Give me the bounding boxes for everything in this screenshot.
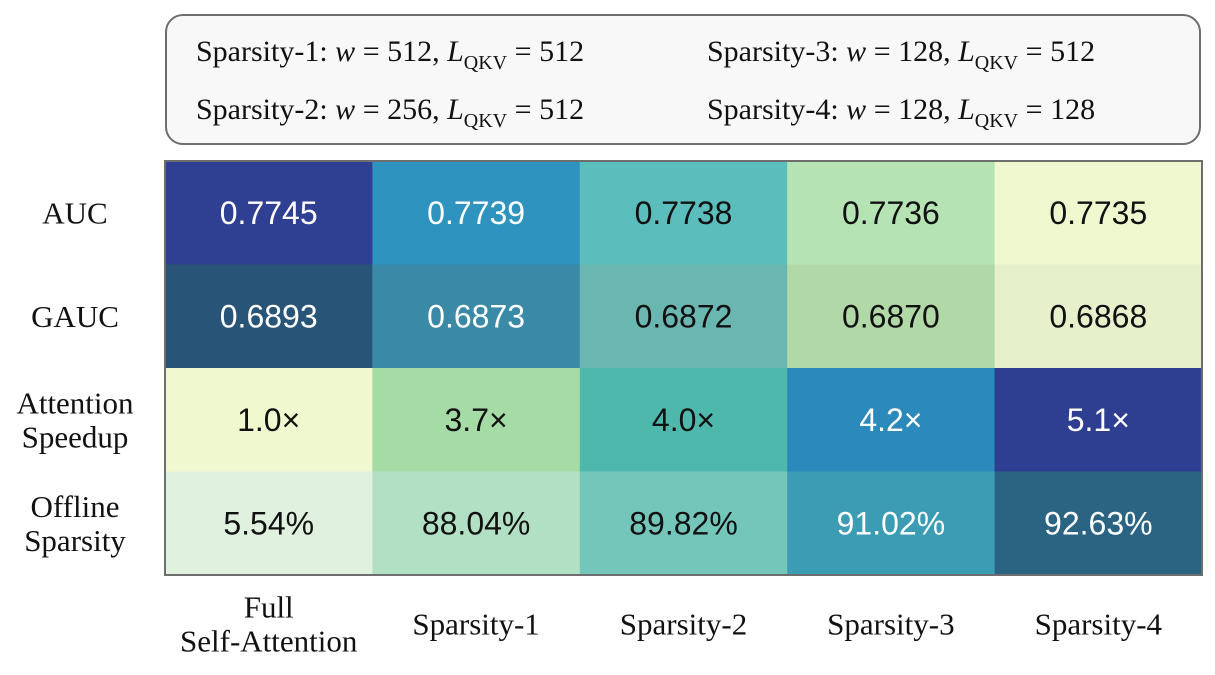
legend-name: Sparsity-2 (196, 93, 320, 126)
column-label-sparsity-3: Sparsity-3 (827, 607, 954, 642)
legend-item-sparsity-1: Sparsity-1: w = 512, LQKV = 512 (196, 35, 585, 74)
cell-value-label: 88.04% (422, 505, 531, 541)
legend-l-value: 512 (539, 35, 585, 68)
column-label-full-self-attention: Full Self-Attention (180, 590, 358, 659)
legend-l-value: 512 (539, 93, 585, 126)
legend-item-sparsity-3: Sparsity-3: w = 128, LQKV = 512 (707, 35, 1096, 74)
row-label-offline-sparsity: Offline Sparsity (24, 489, 126, 558)
heatmap-cell-gauc-sparsity-4 (994, 264, 1203, 369)
heatmap-cell-auc-sparsity-4 (994, 161, 1203, 266)
cell-value-label: 0.7736 (842, 195, 940, 231)
legend-name: Sparsity-3 (707, 35, 831, 68)
row-label-gauc: GAUC (31, 299, 119, 334)
column-label-sparsity-4: Sparsity-4 (1035, 607, 1163, 642)
heatmap-cell-offline-sparsity-sparsity-3 (787, 471, 996, 576)
column-label-sparsity-2: Sparsity-2 (620, 607, 747, 642)
cell-value-label: 0.6873 (427, 298, 525, 334)
heatmap-cell-attention-speedup-sparsity-3 (787, 368, 996, 473)
cell-value-label: 5.54% (223, 505, 314, 541)
cell-value-label: 4.0× (652, 402, 715, 438)
column-label-sparsity-1: Sparsity-1 (412, 607, 539, 642)
legend-l-value: 512 (1050, 35, 1096, 68)
heatmap-cell-gauc-sparsity-1 (372, 264, 581, 369)
cell-value-label: 0.7739 (427, 195, 525, 231)
row-label-auc: AUC (42, 195, 107, 230)
heatmap-cell-attention-speedup-full-self-attention (165, 368, 373, 473)
cell-value-label: 89.82% (629, 505, 738, 541)
cell-value-label: 0.7735 (1049, 195, 1147, 231)
heatmap-cell-auc-sparsity-2 (579, 161, 788, 266)
legend-w-value: 128 (898, 93, 944, 126)
heatmap-cell-offline-sparsity-sparsity-4 (994, 471, 1203, 576)
heatmap-cell-auc-sparsity-3 (787, 161, 996, 266)
heatmap-cell-gauc-full-self-attention (165, 264, 373, 369)
heatmap-cell-gauc-sparsity-3 (787, 264, 996, 369)
cell-value-label: 0.6868 (1049, 298, 1147, 334)
heatmap-cell-offline-sparsity-sparsity-2 (579, 471, 788, 576)
heatmap-cell-auc-sparsity-1 (372, 161, 581, 266)
heatmap-cell-auc-full-self-attention (165, 161, 373, 266)
heatmap-cell-labels: 0.7745 0.7739 0.7738 0.7736 0.7735 0.6893 0.68… (220, 195, 1153, 542)
legend-item-sparsity-2: Sparsity-2: w = 256, LQKV = 512 (196, 93, 585, 132)
row-label-attention-speedup: Attention Speedup (16, 385, 134, 454)
legend-w-value: 128 (898, 35, 944, 68)
column-labels: Full Self-Attention Sparsity-1 Sparsity-2 Sp… (180, 590, 1162, 659)
cell-value-label: 3.7× (445, 402, 508, 438)
cell-value-label: 4.2× (859, 402, 922, 438)
heatmap-cell-gauc-sparsity-2 (579, 264, 788, 369)
legend-w-value: 512 (387, 35, 433, 68)
cell-value-label: 0.6872 (635, 298, 733, 334)
cell-value-label: 0.6870 (842, 298, 940, 334)
legend-w-value: 256 (387, 93, 433, 126)
heatmap-cells (165, 161, 1203, 576)
legend-box: Sparsity-1: w = 512, LQKV = 512 Sparsity… (165, 14, 1201, 145)
legend-name: Sparsity-1 (196, 35, 320, 68)
cell-value-label: 1.0× (237, 402, 300, 438)
cell-value-label: 92.63% (1044, 505, 1153, 541)
heatmap-cell-offline-sparsity-full-self-attention (165, 471, 373, 576)
heatmap-cell-attention-speedup-sparsity-4 (994, 368, 1203, 473)
heatmap-frame (164, 160, 1203, 576)
legend-item-sparsity-4: Sparsity-4: w = 128, LQKV = 128 (707, 93, 1096, 132)
row-labels: AUC GAUC Attention Speedup Offline Sparsity (16, 195, 134, 558)
cell-value-label: 0.7745 (220, 195, 318, 231)
legend-l-value: 128 (1050, 93, 1096, 126)
legend-name: Sparsity-4 (707, 93, 831, 126)
cell-value-label: 5.1× (1067, 402, 1130, 438)
cell-value-label: 91.02% (837, 505, 946, 541)
heatmap-cell-attention-speedup-sparsity-2 (579, 368, 788, 473)
cell-value-label: 0.7738 (635, 195, 733, 231)
heatmap-cell-offline-sparsity-sparsity-1 (372, 471, 581, 576)
cell-value-label: 0.6893 (220, 298, 318, 334)
heatmap-cell-attention-speedup-sparsity-1 (372, 368, 581, 473)
